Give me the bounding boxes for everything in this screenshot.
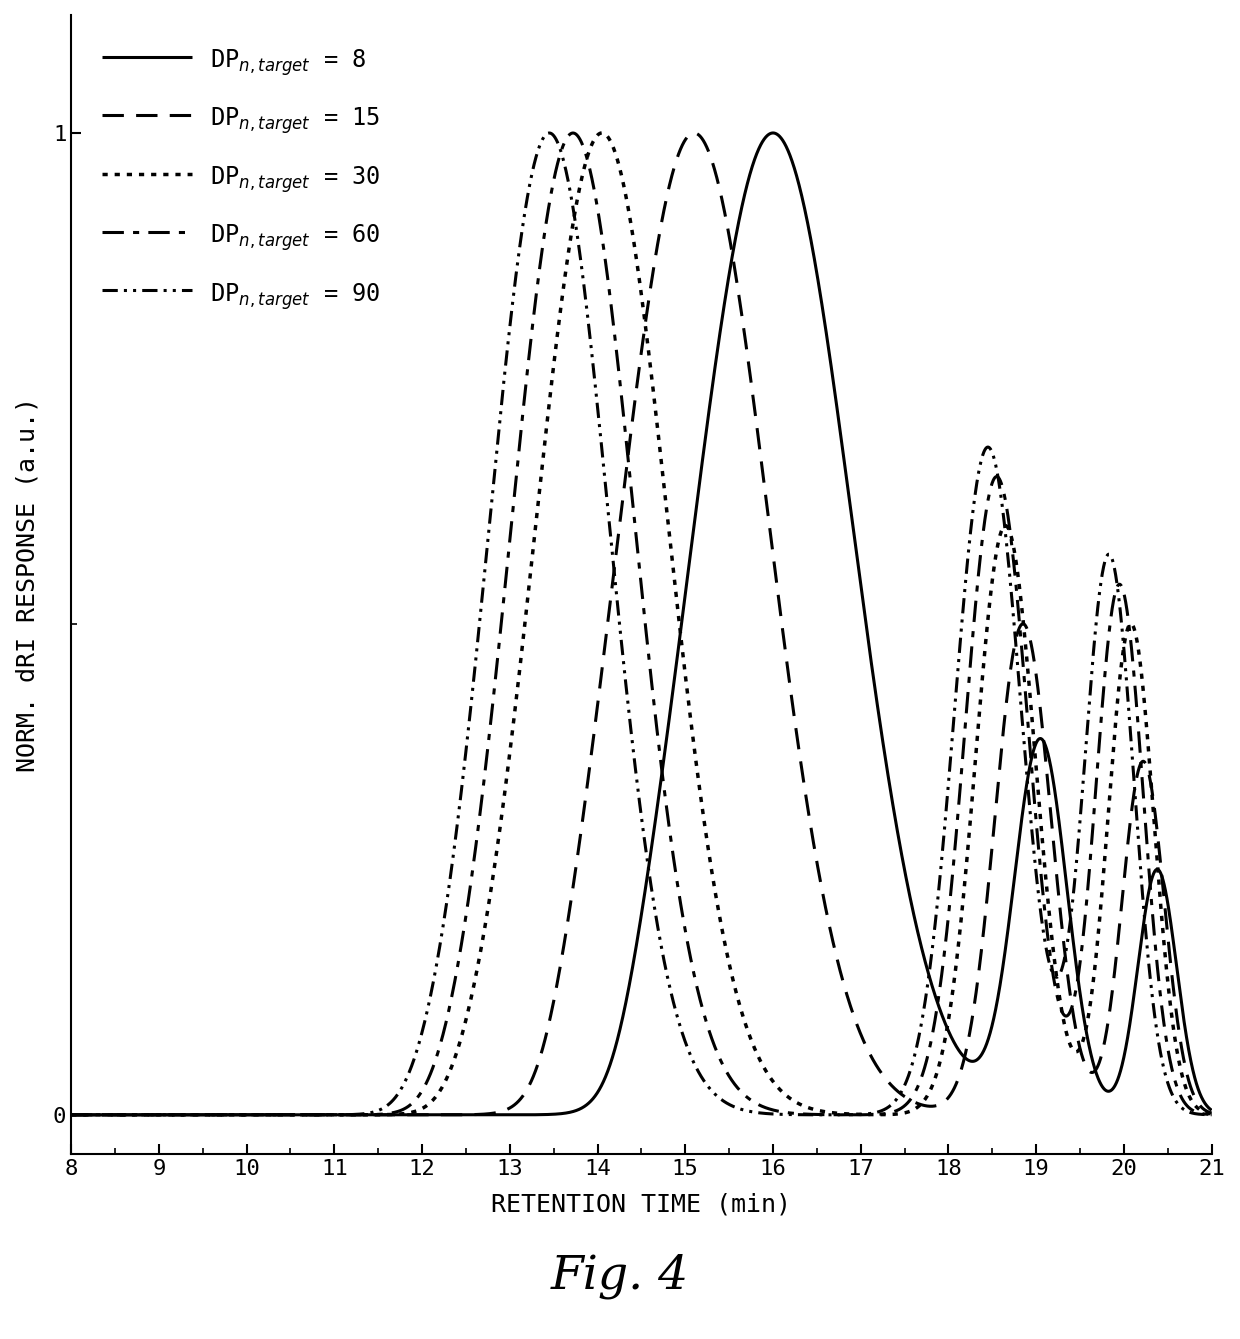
- Y-axis label: NORM. dRI RESPONSE (a.u.): NORM. dRI RESPONSE (a.u.): [15, 398, 38, 773]
- Line: DP$_{n,target}$ = 8: DP$_{n,target}$ = 8: [71, 133, 1211, 1115]
- DP$_{n,target}$ = 90: [575, 265, 590, 281]
- DP$_{n,target}$ = 30: [335, 1107, 350, 1123]
- DP$_{n,target}$ = 30: [1195, 1103, 1210, 1119]
- Line: DP$_{n,target}$ = 90: DP$_{n,target}$ = 90: [71, 133, 1211, 1115]
- Line: DP$_{n,target}$ = 60: DP$_{n,target}$ = 60: [71, 133, 1211, 1115]
- Line: DP$_{n,target}$ = 30: DP$_{n,target}$ = 30: [71, 133, 1211, 1115]
- DP$_{n,target}$ = 8: [574, 1099, 589, 1115]
- DP$_{n,target}$ = 30: [329, 1107, 343, 1123]
- DP$_{n,target}$ = 8: [1195, 1091, 1210, 1107]
- DP$_{n,target}$ = 60: [1195, 1106, 1210, 1122]
- X-axis label: RETENTION TIME (min): RETENTION TIME (min): [491, 1193, 791, 1217]
- DP$_{n,target}$ = 15: [341, 1107, 356, 1123]
- DP$_{n,target}$ = 30: [63, 1107, 78, 1123]
- DP$_{n,target}$ = 15: [574, 815, 589, 832]
- DP$_{n,target}$ = 60: [494, 619, 508, 635]
- DP$_{n,target}$ = 30: [574, 169, 589, 185]
- DP$_{n,target}$ = 30: [341, 1107, 356, 1123]
- DP$_{n,target}$ = 15: [329, 1107, 343, 1123]
- DP$_{n,target}$ = 8: [335, 1107, 350, 1123]
- DP$_{n,target}$ = 15: [687, 125, 702, 141]
- DP$_{n,target}$ = 8: [765, 125, 780, 141]
- DP$_{n,target}$ = 90: [329, 1107, 343, 1123]
- DP$_{n,target}$ = 60: [335, 1107, 350, 1123]
- DP$_{n,target}$ = 15: [494, 1103, 508, 1119]
- DP$_{n,target}$ = 8: [494, 1107, 508, 1123]
- DP$_{n,target}$ = 15: [1204, 1105, 1219, 1121]
- DP$_{n,target}$ = 15: [1195, 1101, 1210, 1117]
- DP$_{n,target}$ = 8: [1204, 1102, 1219, 1118]
- DP$_{n,target}$ = 30: [1204, 1106, 1219, 1122]
- DP$_{n,target}$ = 90: [335, 1107, 350, 1123]
- DP$_{n,target}$ = 90: [341, 1106, 356, 1122]
- DP$_{n,target}$ = 90: [63, 1107, 78, 1123]
- DP$_{n,target}$ = 60: [341, 1107, 356, 1123]
- Text: Fig. 4: Fig. 4: [551, 1253, 689, 1299]
- DP$_{n,target}$ = 8: [329, 1107, 343, 1123]
- Legend: DP$_{n,target}$ = 8, DP$_{n,target}$ = 15, DP$_{n,target}$ = 30, DP$_{n,target}$: DP$_{n,target}$ = 8, DP$_{n,target}$ = 1…: [83, 27, 399, 331]
- DP$_{n,target}$ = 15: [335, 1107, 350, 1123]
- DP$_{n,target}$ = 60: [575, 137, 590, 153]
- DP$_{n,target}$ = 90: [1204, 1107, 1219, 1123]
- DP$_{n,target}$ = 90: [1195, 1106, 1210, 1122]
- DP$_{n,target}$ = 60: [329, 1107, 343, 1123]
- DP$_{n,target}$ = 30: [494, 813, 508, 829]
- DP$_{n,target}$ = 90: [494, 400, 508, 416]
- DP$_{n,target}$ = 8: [63, 1107, 78, 1123]
- DP$_{n,target}$ = 60: [1204, 1106, 1219, 1122]
- Line: DP$_{n,target}$ = 15: DP$_{n,target}$ = 15: [71, 133, 1211, 1115]
- DP$_{n,target}$ = 30: [594, 125, 609, 141]
- DP$_{n,target}$ = 60: [565, 125, 580, 141]
- DP$_{n,target}$ = 90: [542, 125, 557, 141]
- DP$_{n,target}$ = 8: [341, 1107, 356, 1123]
- DP$_{n,target}$ = 15: [63, 1107, 78, 1123]
- DP$_{n,target}$ = 60: [63, 1107, 78, 1123]
